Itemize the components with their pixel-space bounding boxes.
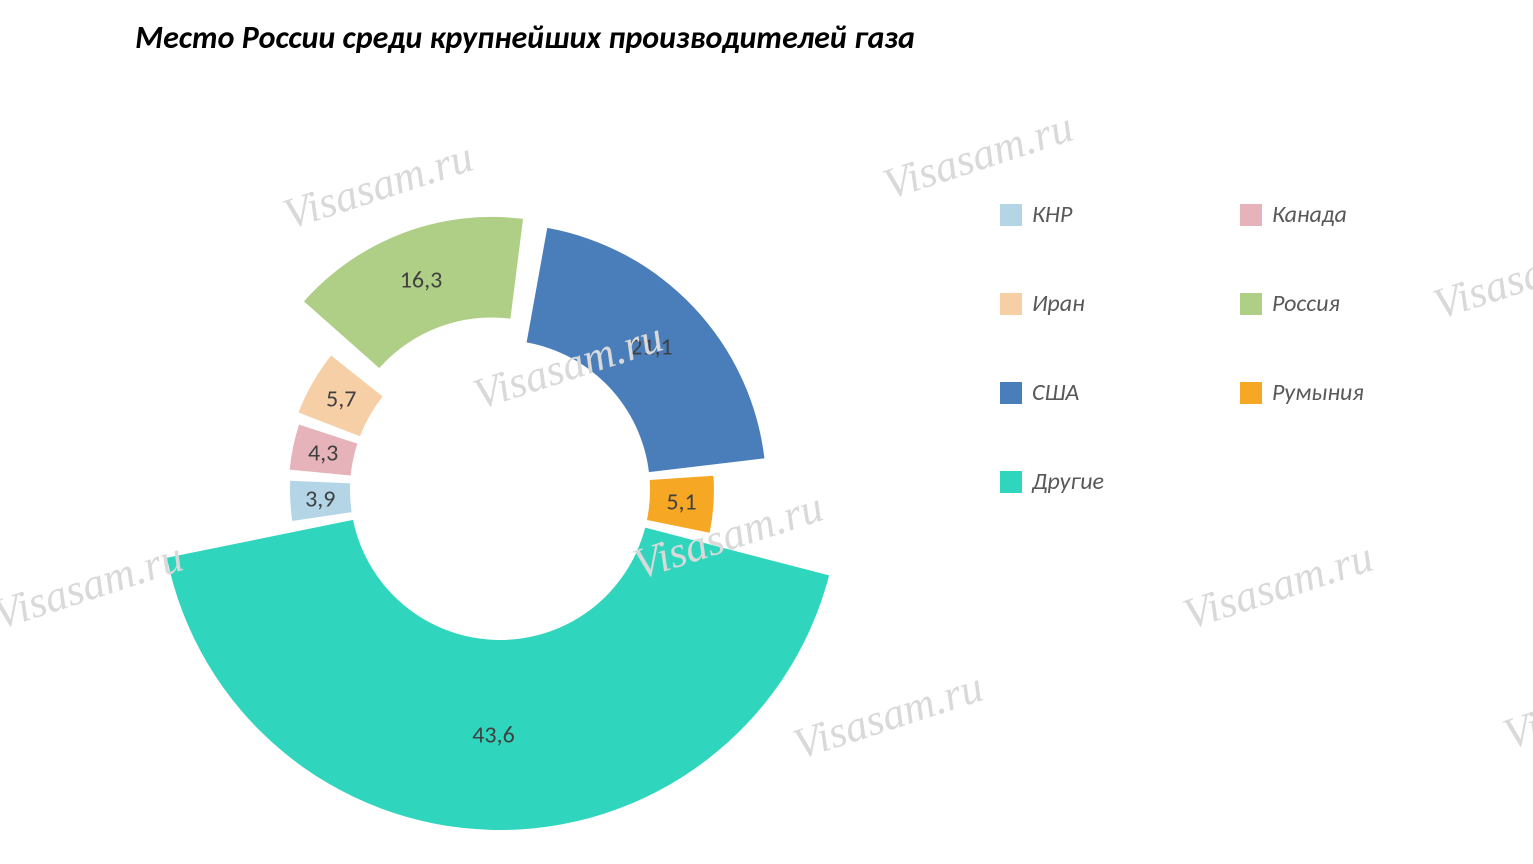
slice-6	[167, 520, 829, 830]
legend-swatch	[1000, 293, 1022, 315]
radial-chart: 3,9 4,3 5,7 16,3 21,1 5,1 43,6	[120, 130, 880, 850]
slice-label-5: 5,1	[666, 488, 696, 517]
legend-item: Канада	[1240, 200, 1480, 229]
legend-item: КНР	[1000, 200, 1240, 229]
legend-swatch	[1000, 204, 1022, 226]
legend-swatch	[1000, 382, 1022, 404]
legend-label: США	[1032, 378, 1079, 407]
legend-label: Румыния	[1272, 378, 1364, 407]
slice-label-1: 4,3	[308, 439, 338, 468]
legend-row: КНР Канада	[1000, 200, 1480, 229]
slice-label-0: 3,9	[305, 485, 335, 514]
legend-item: Иран	[1000, 289, 1240, 318]
chart-title: Место России среди крупнейших производит…	[0, 20, 1050, 57]
legend-label: Другие	[1032, 467, 1104, 496]
legend-item: Румыния	[1240, 378, 1480, 407]
legend-label: Иран	[1032, 289, 1085, 318]
watermark: Visasam.ru	[1497, 651, 1533, 760]
legend-row: Другие	[1000, 467, 1480, 496]
legend-row: Иран Россия	[1000, 289, 1480, 318]
legend-item: США	[1000, 378, 1240, 407]
watermark: Visasam.ru	[877, 101, 1079, 210]
slice-label-3: 16,3	[400, 266, 442, 295]
legend-label: КНР	[1032, 200, 1072, 229]
legend-label: Канада	[1272, 200, 1347, 229]
slice-label-2: 5,7	[326, 385, 356, 414]
legend-item: Другие	[1000, 467, 1240, 496]
legend-swatch	[1240, 204, 1262, 226]
slice-label-6: 43,6	[472, 720, 514, 749]
legend: КНР Канада Иран Россия США Румыния Другие	[1000, 200, 1480, 556]
legend-swatch	[1240, 382, 1262, 404]
slice-label-4: 21,1	[630, 333, 672, 362]
legend-item: Россия	[1240, 289, 1480, 318]
legend-swatch	[1240, 293, 1262, 315]
legend-row: США Румыния	[1000, 378, 1480, 407]
legend-swatch	[1000, 471, 1022, 493]
legend-label: Россия	[1272, 289, 1340, 318]
